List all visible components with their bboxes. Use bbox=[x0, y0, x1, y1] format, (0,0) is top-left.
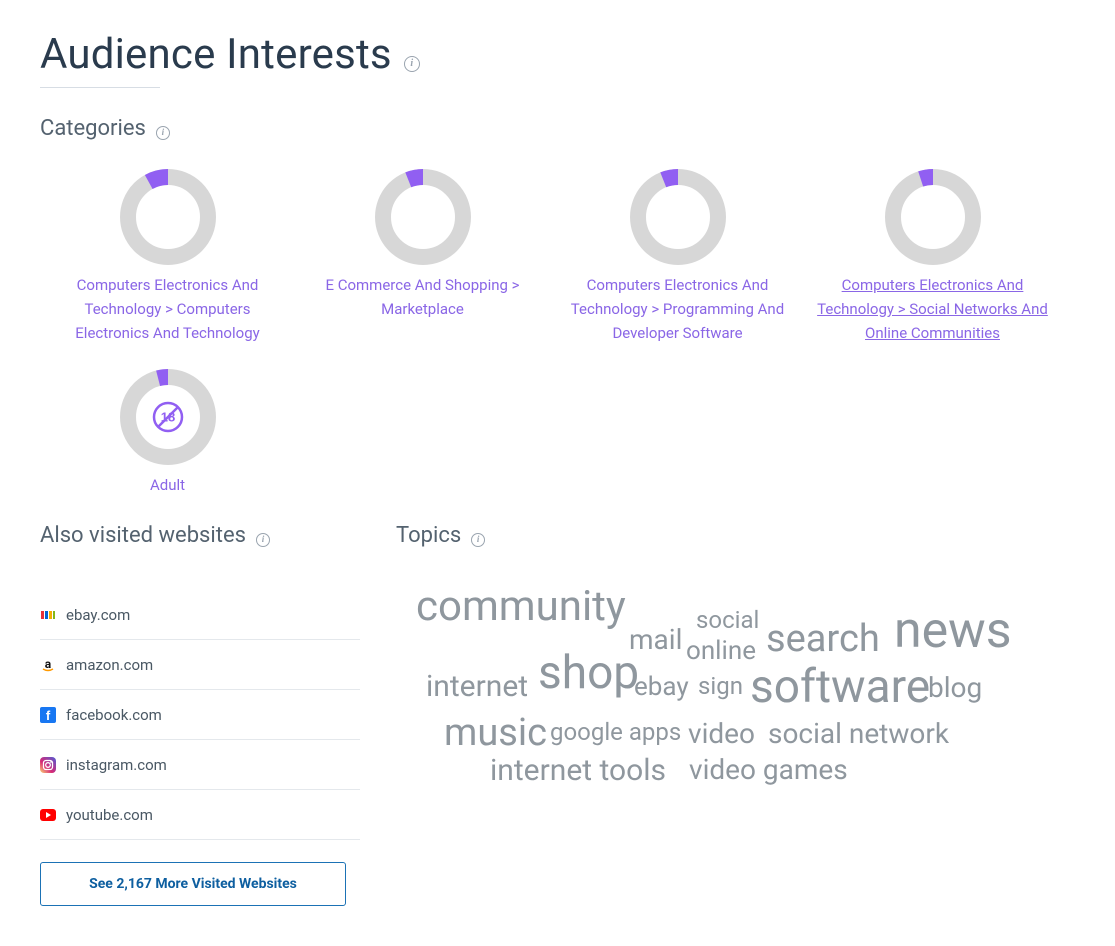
topic-word[interactable]: music bbox=[444, 714, 547, 752]
visited-site-row[interactable]: ebay.com bbox=[40, 590, 360, 640]
category-label[interactable]: Computers Electronics And Technology > P… bbox=[558, 273, 798, 345]
category-card[interactable]: Computers Electronics And Technology > S… bbox=[805, 161, 1060, 361]
topic-word[interactable]: google apps bbox=[550, 720, 681, 744]
topic-word[interactable]: blog bbox=[928, 674, 982, 702]
category-label[interactable]: Computers Electronics And Technology > S… bbox=[813, 273, 1053, 345]
youtube-favicon-icon bbox=[40, 807, 56, 823]
facebook-favicon-icon: f bbox=[40, 707, 56, 723]
category-label[interactable]: Computers Electronics And Technology > C… bbox=[48, 273, 288, 345]
topic-word[interactable]: community bbox=[416, 586, 626, 628]
category-label[interactable]: E Commerce And Shopping > Marketplace bbox=[303, 273, 543, 321]
donut-chart bbox=[630, 169, 726, 265]
title-underline bbox=[40, 87, 160, 88]
topic-word[interactable]: social bbox=[696, 608, 759, 632]
topic-word[interactable]: video games bbox=[689, 756, 848, 784]
categories-section-title: Categories bbox=[40, 116, 146, 141]
visited-site-label: facebook.com bbox=[66, 706, 162, 724]
category-label[interactable]: Adult bbox=[150, 473, 185, 497]
topic-word[interactable]: social network bbox=[768, 720, 949, 748]
visited-site-row[interactable]: youtube.com bbox=[40, 790, 360, 840]
topic-word[interactable]: software bbox=[750, 664, 930, 710]
visited-section-title: Also visited websites bbox=[40, 523, 246, 548]
amazon-favicon-icon: a bbox=[40, 657, 56, 673]
topic-word[interactable]: ebay bbox=[634, 674, 689, 700]
topics-word-cloud: communitysocialnewssearchmailonlineshops… bbox=[396, 578, 1075, 838]
info-icon[interactable]: i bbox=[404, 56, 420, 72]
visited-site-label: ebay.com bbox=[66, 606, 130, 624]
topic-word[interactable]: video bbox=[688, 720, 755, 748]
category-card[interactable]: Computers Electronics And Technology > C… bbox=[40, 161, 295, 361]
see-more-visited-label: See 2,167 More Visited Websites bbox=[89, 876, 297, 892]
donut-chart bbox=[885, 169, 981, 265]
category-card[interactable]: Computers Electronics And Technology > P… bbox=[550, 161, 805, 361]
topic-word[interactable]: internet bbox=[426, 672, 528, 702]
topic-word[interactable]: news bbox=[894, 606, 1012, 656]
donut-chart: 18 bbox=[120, 369, 216, 465]
svg-text:f: f bbox=[46, 708, 51, 723]
info-icon[interactable]: i bbox=[156, 126, 170, 140]
topic-word[interactable]: search bbox=[766, 620, 880, 658]
svg-text:a: a bbox=[45, 657, 52, 671]
visited-site-label: youtube.com bbox=[66, 806, 153, 824]
visited-site-row[interactable]: instagram.com bbox=[40, 740, 360, 790]
category-card[interactable]: 18 Adult bbox=[40, 361, 295, 513]
visited-site-label: amazon.com bbox=[66, 656, 153, 674]
visited-site-row[interactable]: f facebook.com bbox=[40, 690, 360, 740]
category-card[interactable]: E Commerce And Shopping > Marketplace bbox=[295, 161, 550, 361]
page-title: Audience Interests bbox=[40, 30, 392, 79]
topic-word[interactable]: internet tools bbox=[490, 756, 666, 786]
topic-word[interactable]: shop bbox=[538, 650, 639, 696]
info-icon[interactable]: i bbox=[256, 533, 270, 547]
info-icon[interactable]: i bbox=[471, 533, 485, 547]
instagram-favicon-icon bbox=[40, 757, 56, 773]
visited-site-row[interactable]: a amazon.com bbox=[40, 640, 360, 690]
visited-site-label: instagram.com bbox=[66, 756, 167, 774]
donut-chart bbox=[375, 169, 471, 265]
topics-section-title: Topics bbox=[396, 523, 461, 548]
see-more-visited-button[interactable]: See 2,167 More Visited Websites bbox=[40, 862, 346, 906]
ebay-favicon-icon bbox=[40, 607, 56, 623]
visited-sites-list: ebay.com a amazon.com f facebook.com inst… bbox=[40, 590, 360, 840]
categories-grid: Computers Electronics And Technology > C… bbox=[40, 161, 1075, 513]
topic-word[interactable]: sign bbox=[698, 674, 743, 698]
donut-chart bbox=[120, 169, 216, 265]
topic-word[interactable]: online bbox=[686, 638, 756, 664]
